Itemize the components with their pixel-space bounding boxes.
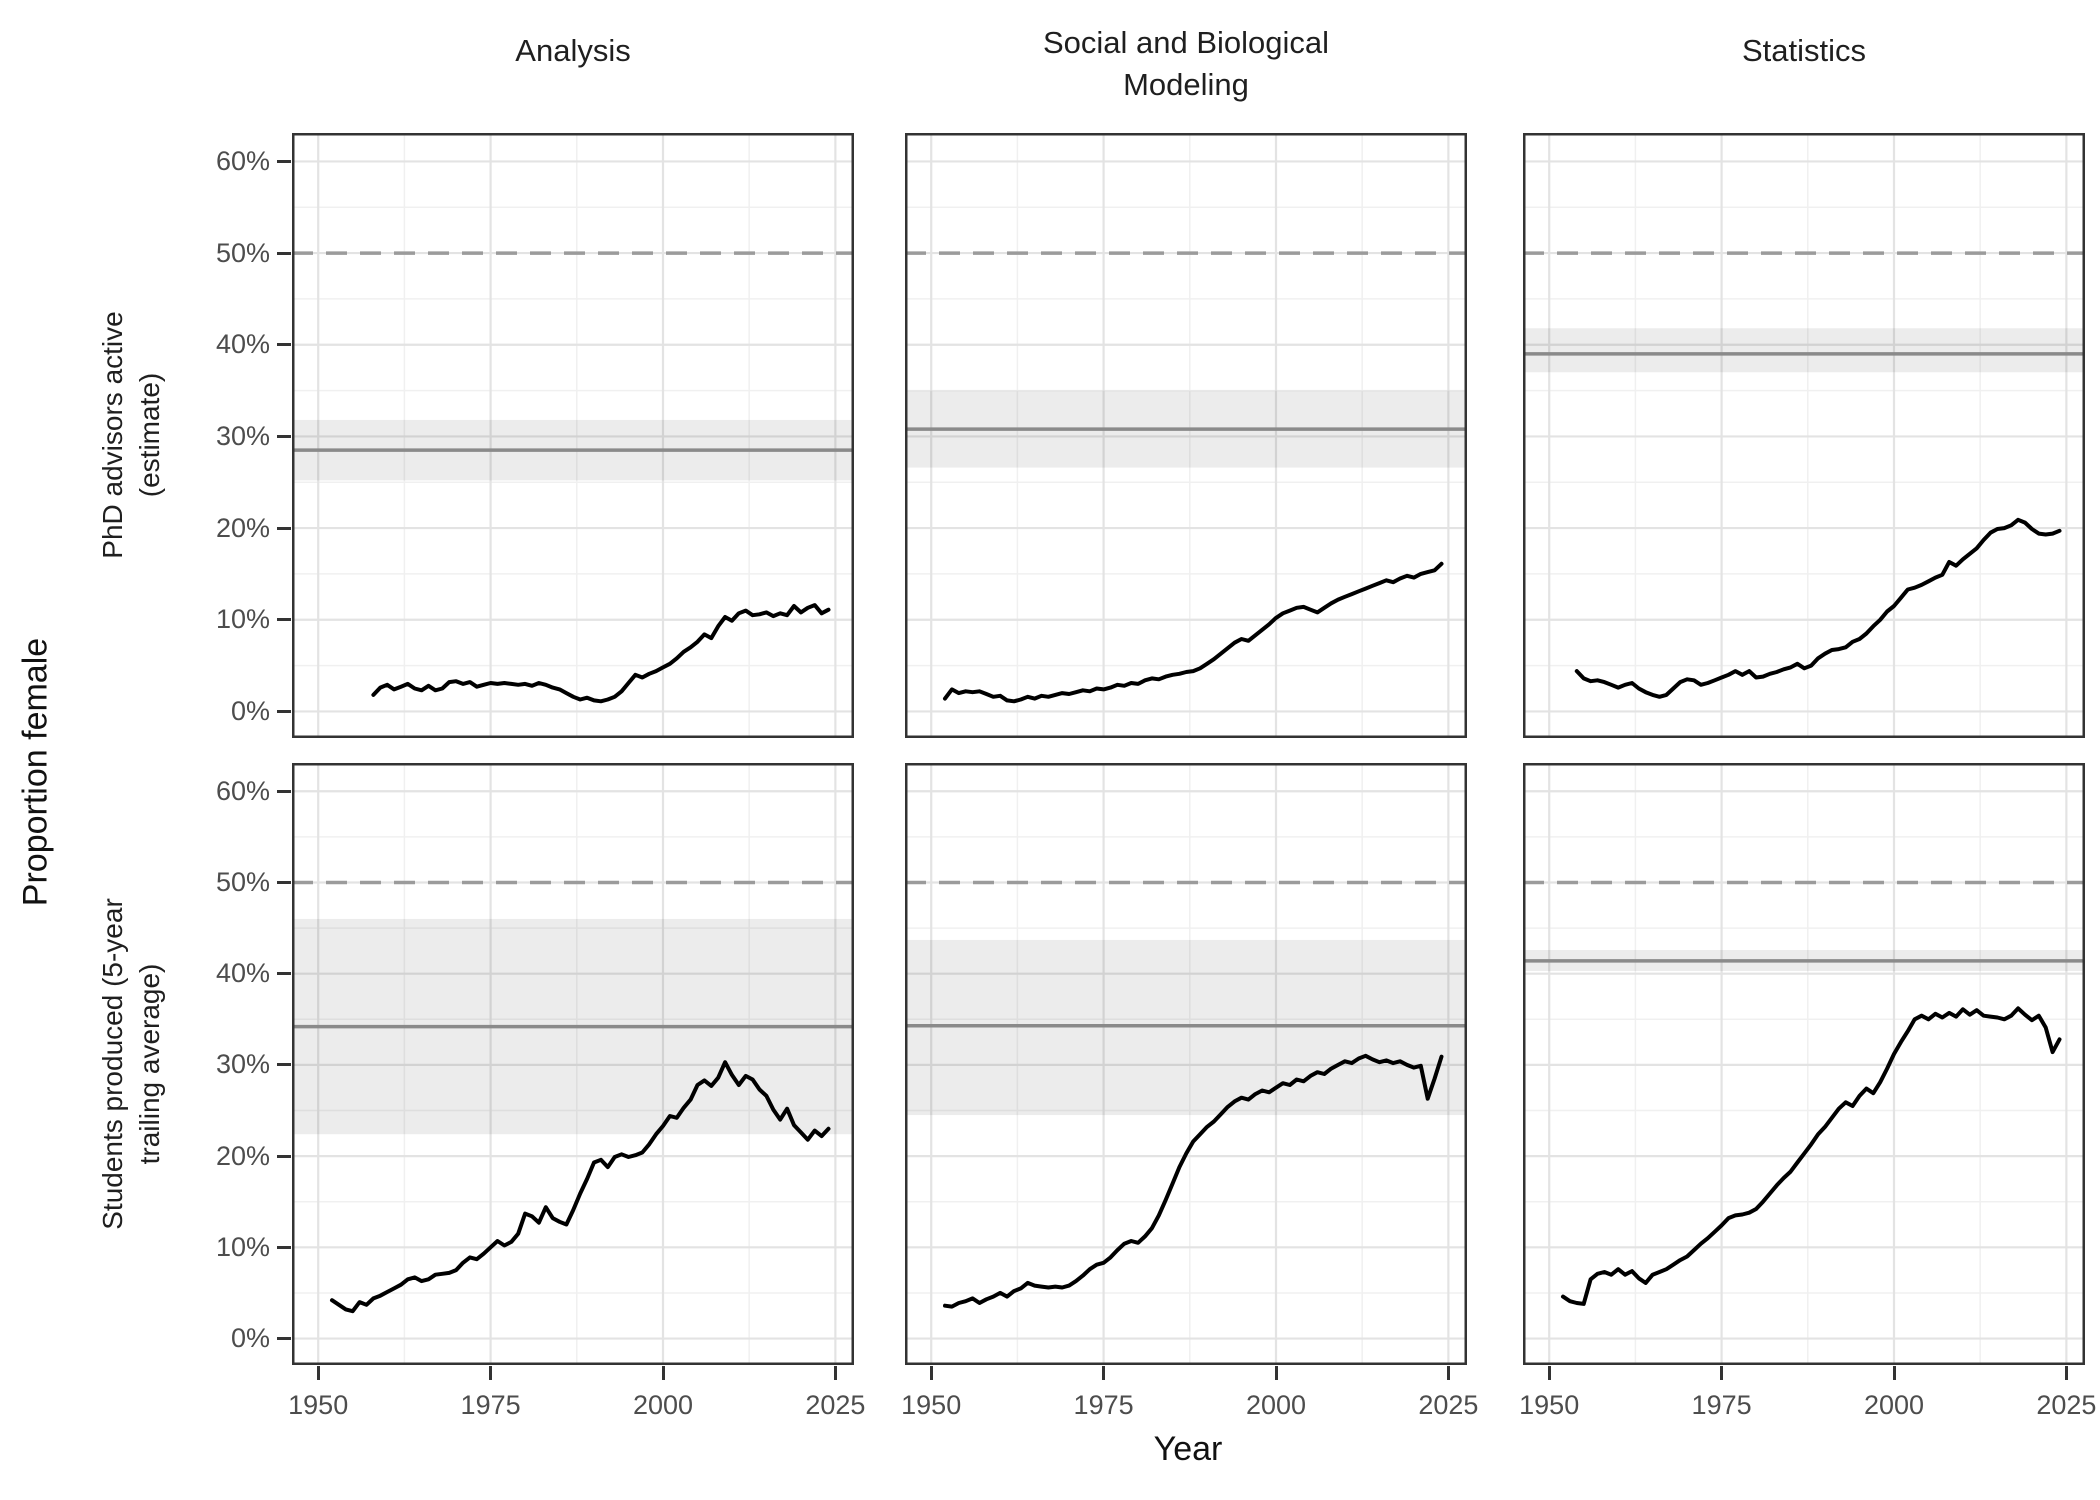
series-line-social-and-biological-modeling-students-produced-5-year-trai — [943, 1053, 1444, 1309]
y-axis-tick-mark — [277, 1245, 291, 1249]
y-axis-tick-mark — [277, 972, 291, 976]
x-axis-tick-mark — [1446, 1366, 1450, 1380]
x-axis-tick-mark — [1274, 1366, 1278, 1380]
y-axis-tick-label: 0% — [230, 695, 270, 726]
y-axis-tick-label: 60% — [215, 775, 270, 806]
y-axis-tick-mark — [277, 789, 291, 793]
x-axis-tick-mark — [661, 1366, 665, 1380]
y-axis-tick-mark — [277, 618, 291, 622]
panel-border — [1523, 133, 2085, 738]
series-line-social-and-biological-modeling-phd-advisors-active-estimate — [943, 561, 1444, 704]
panel-border — [292, 763, 854, 1365]
y-axis-tick-mark — [277, 434, 291, 438]
facet-title-social-biological-modeling: Social and Biological Modeling — [1042, 25, 1330, 102]
x-axis-title: Year — [1153, 1430, 1223, 1468]
x-axis-tick-label: 2025 — [2036, 1390, 2097, 1420]
panel-statistics-phd-advisors-active-estimate — [1523, 133, 2085, 738]
x-axis-tick-mark — [1892, 1366, 1896, 1380]
panel-social-and-biological-modeling-students-produced-5-year-trai — [905, 763, 1467, 1365]
y-axis-tick-label: 0% — [230, 1323, 270, 1353]
y-axis-tick-mark — [277, 251, 291, 255]
facet-title-statistics: Statistics — [1741, 33, 1867, 68]
x-axis-tick-mark — [1547, 1366, 1551, 1380]
x-axis-tick-label: 1950 — [1519, 1390, 1580, 1420]
x-axis-tick-mark — [929, 1366, 933, 1380]
y-axis-tick-label: 10% — [215, 604, 270, 635]
facet-title-analysis: Analysis — [515, 33, 631, 68]
panel-border — [905, 763, 1467, 1365]
y-axis-title: Proportion female — [16, 637, 55, 907]
y-axis-tick-mark — [277, 343, 291, 347]
x-axis-tick-mark — [1102, 1366, 1106, 1380]
y-axis-tick-mark — [277, 1337, 291, 1340]
y-axis-tick-mark — [277, 526, 291, 530]
y-axis-tick-label: 30% — [215, 1049, 270, 1080]
x-axis-tick-mark — [1720, 1366, 1724, 1380]
x-axis-tick-label: 2000 — [1863, 1390, 1925, 1420]
series-line-statistics-phd-advisors-active-estimate — [1574, 517, 2062, 699]
series-line-analysis-phd-advisors-active-estimate — [371, 603, 831, 704]
x-axis-tick-label: 1950 — [901, 1390, 962, 1420]
x-axis-tick-mark — [316, 1366, 320, 1380]
x-axis-tick-label: 2000 — [1245, 1390, 1307, 1420]
y-axis-tick-label: 30% — [215, 420, 270, 451]
x-axis-tick-label: 2025 — [805, 1390, 866, 1420]
x-axis-tick-label: 1950 — [288, 1390, 349, 1420]
y-axis-tick-label: 50% — [215, 867, 270, 897]
x-axis-tick-mark — [833, 1366, 837, 1380]
y-axis-tick-label: 10% — [215, 1231, 270, 1262]
y-axis-tick-label: 40% — [215, 329, 270, 360]
y-axis-tick-mark — [277, 1063, 291, 1067]
panel-border — [905, 133, 1467, 738]
panel-border — [1523, 763, 2085, 1365]
x-axis-tick-mark — [2064, 1366, 2068, 1380]
y-axis-tick-label: 20% — [215, 1140, 270, 1171]
panel-statistics-students-produced-5-year-trailing-average — [1523, 763, 2085, 1365]
y-axis-tick-label: 40% — [215, 958, 270, 989]
x-axis-tick-label: 2025 — [1418, 1390, 1479, 1420]
series-line-analysis-students-produced-5-year-trailing-average — [330, 1060, 831, 1314]
panel-analysis-phd-advisors-active-estimate — [292, 133, 854, 738]
x-axis-tick-label: 1975 — [460, 1390, 521, 1420]
x-axis-tick-label: 1975 — [1691, 1390, 1752, 1420]
x-axis-tick-label: 1975 — [1073, 1390, 1134, 1420]
y-axis-tick-mark — [277, 159, 291, 163]
y-axis-tick-mark — [277, 709, 291, 713]
y-axis-tick-label: 50% — [215, 237, 270, 268]
x-axis-tick-mark — [489, 1366, 493, 1380]
reference-band — [1523, 328, 2085, 373]
x-axis-tick-label: 2000 — [632, 1390, 694, 1420]
y-axis-tick-label: 20% — [215, 512, 270, 543]
y-axis-tick-label: 60% — [215, 145, 270, 176]
panel-analysis-students-produced-5-year-trailing-average — [292, 763, 854, 1365]
panel-social-and-biological-modeling-phd-advisors-active-estimate — [905, 133, 1467, 738]
reference-band — [905, 939, 1467, 1116]
y-axis-tick-mark — [277, 881, 291, 884]
series-line-statistics-students-produced-5-year-trailing-average — [1561, 1006, 2062, 1306]
y-axis-tick-mark — [277, 1154, 291, 1158]
panel-border — [292, 133, 854, 738]
